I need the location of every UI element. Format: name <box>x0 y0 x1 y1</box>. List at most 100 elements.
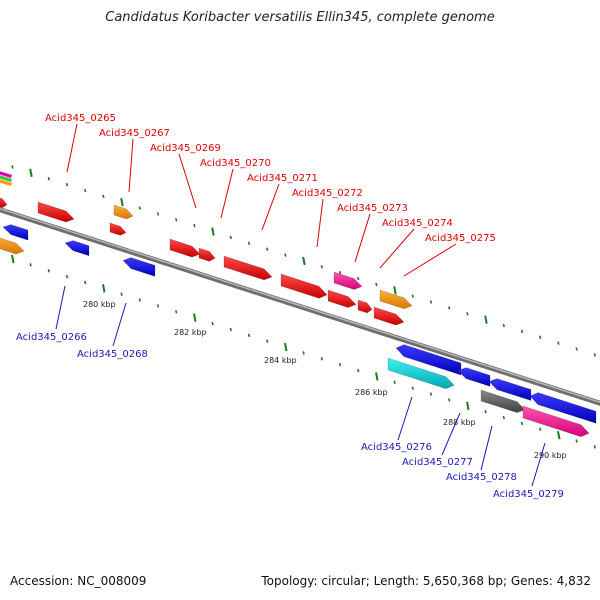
tick-mark <box>320 357 323 361</box>
scale-label-286: 286 kbp <box>355 388 388 397</box>
gene-labels-bottom: Acid345_0266 Acid345_0268 Acid345_0276 A… <box>16 332 564 500</box>
tick-mark <box>266 247 269 251</box>
tick-mark <box>338 362 342 367</box>
tick-mark <box>575 439 578 443</box>
tick-mark <box>484 315 488 324</box>
leader-0272 <box>316 198 324 248</box>
leader-0277 <box>441 412 461 456</box>
tick-mark <box>211 227 215 236</box>
scale-label-288: 288 kbp <box>443 418 476 427</box>
tick-mark <box>520 329 524 334</box>
tick-mark <box>102 194 105 199</box>
leader-0278 <box>480 425 493 471</box>
gene-label-0266: Acid345_0266 <box>16 332 87 343</box>
map-title: Candidatus Koribacter versatilis Ellin34… <box>105 10 495 25</box>
tick-mark <box>47 269 50 273</box>
gene-label-0277: Acid345_0277 <box>402 457 473 468</box>
gene-feature <box>0 197 8 209</box>
tick-mark <box>29 168 33 178</box>
gene-label-0273: Acid345_0273 <box>337 203 408 214</box>
tick-mark <box>247 241 251 246</box>
leader-0268 <box>112 302 127 347</box>
gene-label-0271: Acid345_0271 <box>247 173 318 184</box>
scale-label-284: 284 kbp <box>264 356 297 365</box>
edge-feature-stripes <box>0 171 12 186</box>
scale-label-280: 280 kbp <box>83 300 116 309</box>
accession-text: Accession: NC_008009 <box>10 574 147 588</box>
gene-feature <box>379 289 413 310</box>
gene-label-0268: Acid345_0268 <box>77 349 148 360</box>
tick-mark <box>375 282 378 287</box>
gene-feature <box>522 405 590 438</box>
tick-mark <box>266 339 269 343</box>
gene-feature <box>280 273 328 299</box>
tick-mark <box>284 253 287 257</box>
tick-mark <box>502 323 505 328</box>
gene-label-0279: Acid345_0279 <box>493 489 564 500</box>
gene-feature <box>480 389 526 413</box>
tick-mark <box>357 368 360 373</box>
tick-mark <box>193 224 196 228</box>
tick-mark <box>84 188 87 193</box>
tick-mark <box>229 327 232 332</box>
gene-features <box>0 197 597 438</box>
tick-mark <box>156 212 160 216</box>
tick-mark <box>65 182 69 187</box>
leader-0269 <box>178 153 197 209</box>
gene-label-0275: Acid345_0275 <box>425 233 496 244</box>
tick-mark <box>338 270 342 275</box>
tick-mark <box>120 292 123 296</box>
tick-mark <box>393 380 396 385</box>
gene-feature <box>198 247 216 262</box>
tick-mark <box>375 372 379 381</box>
tick-mark <box>102 284 106 293</box>
tick-marks <box>11 165 596 449</box>
tick-mark <box>539 335 542 339</box>
gene-labels-top: Acid345_0265 Acid345_0267 Acid345_0269 A… <box>45 113 496 244</box>
leader-0270 <box>220 168 234 219</box>
leader-0279 <box>531 442 546 487</box>
tick-mark <box>411 294 414 298</box>
gene-feature <box>333 271 363 290</box>
tick-mark <box>302 351 305 355</box>
tick-mark <box>120 198 124 207</box>
genome-backbone <box>0 207 600 406</box>
tick-mark <box>156 304 160 308</box>
tick-mark <box>539 427 542 431</box>
gene-feature <box>169 238 201 258</box>
tick-mark <box>284 342 288 352</box>
tick-mark <box>484 409 487 414</box>
tick-mark <box>302 256 306 266</box>
tick-mark <box>11 165 14 169</box>
tick-mark <box>502 415 505 420</box>
gene-feature <box>373 306 405 326</box>
tick-mark <box>320 265 323 269</box>
leader-lines <box>55 123 546 487</box>
tick-mark <box>593 353 596 357</box>
gene-feature <box>109 222 127 236</box>
tick-mark <box>393 286 397 295</box>
tick-mark <box>65 274 69 279</box>
leader-0266 <box>55 285 66 330</box>
gene-label-0270: Acid345_0270 <box>200 158 271 169</box>
scale-label-290: 290 kbp <box>534 451 567 460</box>
gene-feature <box>457 367 491 387</box>
gene-feature <box>2 224 29 241</box>
tick-mark <box>193 313 197 322</box>
gene-feature <box>529 392 597 424</box>
tick-mark <box>557 430 561 440</box>
tick-mark <box>29 263 32 267</box>
tick-mark <box>84 280 87 285</box>
tick-mark <box>247 333 251 338</box>
gene-label-0269: Acid345_0269 <box>150 143 221 154</box>
tick-mark <box>175 218 178 222</box>
tick-mark <box>557 341 560 345</box>
leader-0273 <box>354 213 371 263</box>
gene-feature <box>37 201 75 223</box>
tick-mark <box>520 421 524 426</box>
gene-feature <box>223 255 273 281</box>
gene-label-0265: Acid345_0265 <box>45 113 116 124</box>
gene-feature <box>0 237 25 255</box>
genome-summary-text: Topology: circular; Length: 5,650,368 bp… <box>261 574 591 588</box>
